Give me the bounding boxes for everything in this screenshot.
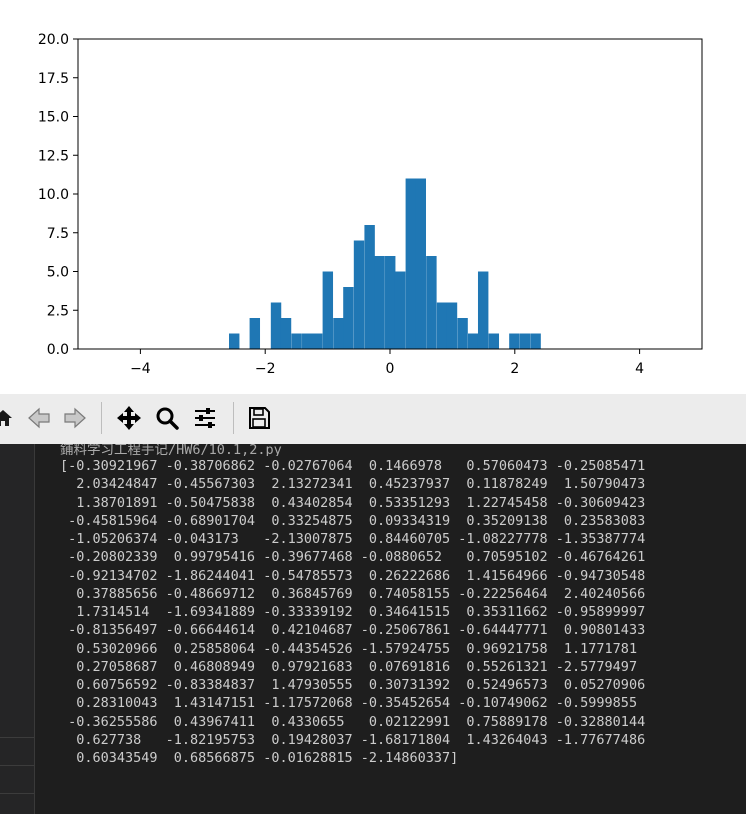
histogram-bar xyxy=(519,333,531,349)
terminal-output-line: -1.05206374 -0.043173 -2.13007875 0.8446… xyxy=(60,531,646,547)
y-tick-label: 10.0 xyxy=(38,187,69,203)
y-tick-label: 12.5 xyxy=(38,148,69,164)
save-button[interactable] xyxy=(244,402,274,434)
y-tick-label: 20.0 xyxy=(38,32,69,48)
terminal-output-line: -0.92134702 -1.86244041 -0.54785573 0.26… xyxy=(60,567,646,584)
histogram-bar xyxy=(385,256,396,349)
histogram-chart: −4 −2 0 2 4 0.0 2.5 5.0 7.5 10.0 12.5 15.0 17.5 20.0 xyxy=(38,32,703,377)
floppy-disk-icon xyxy=(249,407,270,429)
terminal-output-line: 0.53020966 0.25858064 -0.44354526 -1.579… xyxy=(60,640,638,657)
toolbar-separator xyxy=(101,402,102,434)
histogram-bar xyxy=(249,318,261,349)
histogram-bar xyxy=(477,271,489,349)
terminal-run-path: 鋪料学习工程手记/HW6/10.1,2.py xyxy=(60,444,282,456)
gutter-divider xyxy=(0,793,34,794)
x-tick-label: −4 xyxy=(130,361,151,377)
terminal-output-line: -0.81356497 -0.66644614 0.42104687 -0.25… xyxy=(60,622,646,639)
histogram-bar xyxy=(291,333,302,349)
terminal-output-line: 2.03424847 -0.45567303 2.13272341 0.4523… xyxy=(60,476,646,493)
histogram-bar xyxy=(312,333,323,349)
x-tick-label: 2 xyxy=(510,361,519,377)
histogram-bar xyxy=(468,333,479,349)
right-arrow-icon xyxy=(64,407,86,429)
histogram-bar xyxy=(394,271,406,349)
terminal-output-line: 0.627738 -1.82195753 0.19428037 -1.68171… xyxy=(60,731,646,748)
terminal-output-line: 0.37885656 -0.48669712 0.36845769 0.7405… xyxy=(60,585,646,602)
histogram-bar xyxy=(436,302,448,349)
configure-subplots-button[interactable] xyxy=(190,402,220,434)
terminal-output: [-0.30921967 -0.38706862 -0.02767064 0.1… xyxy=(60,457,740,767)
histogram-bar xyxy=(415,178,426,349)
figure-window: −4 −2 0 2 4 0.0 2.5 5.0 7.5 10.0 12.5 15.0 17.5 20.0 xyxy=(0,0,746,394)
histogram-bar xyxy=(457,318,468,349)
back-button[interactable] xyxy=(24,402,54,434)
move-arrows-icon xyxy=(117,406,141,430)
y-tick-label: 17.5 xyxy=(38,71,69,87)
histogram-bar xyxy=(280,318,292,349)
histogram-bar xyxy=(229,333,240,349)
y-tick-label: 0.0 xyxy=(47,342,69,358)
gutter-divider xyxy=(0,765,34,766)
histogram-bar xyxy=(488,333,500,349)
y-tick-label: 2.5 xyxy=(47,303,69,319)
histogram-bar xyxy=(509,333,520,349)
left-arrow-icon xyxy=(28,407,50,429)
y-tick-label: 5.0 xyxy=(47,265,69,281)
terminal-output-line: 1.38701891 -0.50475838 0.43402854 0.5335… xyxy=(60,494,646,511)
histogram-bar xyxy=(353,240,365,349)
histogram-bar xyxy=(343,287,354,349)
histogram-bar xyxy=(405,178,417,349)
sliders-icon xyxy=(195,408,215,428)
toolbar-separator xyxy=(233,402,234,434)
histogram-bar xyxy=(530,333,541,349)
home-button[interactable] xyxy=(0,402,18,434)
terminal-output-line: -0.20802339 0.99795416 -0.39677468 -0.08… xyxy=(60,549,646,566)
y-tick-label: 15.0 xyxy=(38,110,69,126)
terminal-output-line: [-0.30921967 -0.38706862 -0.02767064 0.1… xyxy=(60,458,646,474)
zoom-button[interactable] xyxy=(152,402,182,434)
terminal-output-line: 0.27058687 0.46808949 0.97921683 0.07691… xyxy=(60,658,638,675)
terminal-output-line: 0.60343549 0.68566875 -0.01628815 -2.148… xyxy=(60,750,459,766)
x-tick-label: 0 xyxy=(386,361,395,377)
terminal-output-line: 0.28310043 1.43147151 -1.17572068 -0.354… xyxy=(60,695,638,712)
magnifier-icon xyxy=(156,407,179,430)
histogram-bar xyxy=(374,256,385,349)
histogram-bar xyxy=(322,271,334,349)
terminal-output-line: 1.7314514 -1.69341889 -0.33339192 0.3464… xyxy=(60,604,646,620)
x-tick-label: 4 xyxy=(635,361,644,377)
histogram-bar xyxy=(364,225,375,349)
x-tick-label: −2 xyxy=(255,361,276,377)
terminal-panel: 鋪料学习工程手记/HW6/10.1,2.py [-0.30921967 -0.3… xyxy=(0,444,746,814)
y-tick-label: 7.5 xyxy=(47,226,69,242)
gutter-divider xyxy=(0,737,34,738)
terminal-gutter xyxy=(0,444,35,814)
histogram-bar xyxy=(302,333,313,349)
pan-button[interactable] xyxy=(114,402,144,434)
terminal-output-line: -0.45815964 -0.68901704 0.33254875 0.093… xyxy=(60,512,646,529)
terminal-output-line: -0.36255586 0.43967411 0.4330655 0.02122… xyxy=(60,713,646,730)
plot-toolbar xyxy=(0,394,746,445)
terminal-output-line: 0.60756592 -0.83384837 1.47930555 0.3073… xyxy=(60,677,646,693)
home-icon xyxy=(0,410,12,426)
histogram-bar xyxy=(270,302,282,349)
forward-button[interactable] xyxy=(60,402,90,434)
histogram-bar xyxy=(446,302,458,349)
histogram-bar xyxy=(333,318,344,349)
histogram-bar xyxy=(426,256,437,349)
